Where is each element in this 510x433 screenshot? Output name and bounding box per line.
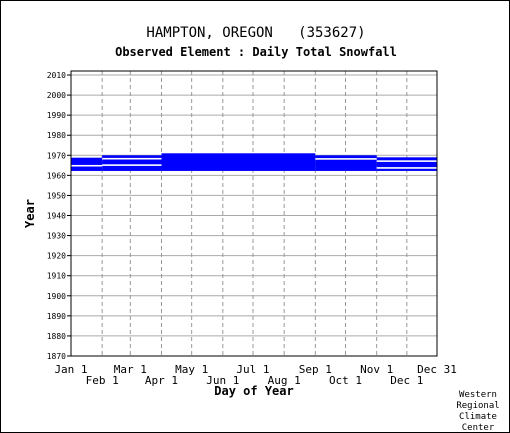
y-tick-label: 1960 <box>47 171 66 180</box>
x-tick-label: Aug 1 <box>268 374 301 387</box>
data-gap <box>102 164 162 166</box>
y-tick-label: 1970 <box>47 151 66 160</box>
y-tick-label: 1980 <box>47 131 66 140</box>
data-gap <box>376 167 437 169</box>
chart-subtitle: Observed Element : Daily Total Snowfall <box>115 45 397 59</box>
credit-line: Western <box>459 390 497 400</box>
credit-line: Climate <box>459 412 497 422</box>
y-tick-label: 1950 <box>47 191 66 200</box>
data-band <box>71 157 103 171</box>
data-gap <box>376 160 437 162</box>
y-axis-label: Year <box>23 199 37 228</box>
data-band <box>315 155 377 171</box>
x-tick-label: Nov 1 <box>360 363 393 376</box>
y-tick-label: 1990 <box>47 111 66 120</box>
x-tick-label: Feb 1 <box>86 374 119 387</box>
data-gap <box>71 164 103 167</box>
data-band <box>161 153 316 171</box>
x-tick-label: May 1 <box>175 363 208 376</box>
x-tick-label: Mar 1 <box>114 363 147 376</box>
plot-frame <box>70 70 438 357</box>
x-tick-label: Jun 1 <box>206 374 239 387</box>
x-tick-label: Jul 1 <box>236 363 269 376</box>
credit-line: Regional <box>456 401 500 411</box>
data-gap <box>315 158 377 160</box>
y-tick-label: 1930 <box>47 232 66 241</box>
data-band <box>376 157 437 171</box>
x-tick-label: Jan 1 <box>54 363 87 376</box>
data-band <box>102 155 162 171</box>
y-tick-label: 1940 <box>47 212 66 221</box>
x-tick-label: Sep 1 <box>299 363 332 376</box>
x-tick-label: Apr 1 <box>145 374 178 387</box>
wrcc-credit: Western Regional Climate Center <box>453 390 503 433</box>
x-axis-label: Day of Year <box>214 384 293 398</box>
y-tick-label: 2000 <box>47 91 66 100</box>
credit-line: Center <box>461 423 495 433</box>
x-tick-label: Oct 1 <box>329 374 362 387</box>
chart-title: HAMPTON, OREGON (353627) <box>146 25 366 41</box>
y-tick-label: 1890 <box>47 312 66 321</box>
y-tick-label: 1910 <box>47 272 66 281</box>
x-tick-label: Dec 1 <box>390 374 423 387</box>
x-tick-label: Dec 31 <box>417 363 457 376</box>
y-tick-label: 1920 <box>47 252 66 261</box>
y-tick-label: 1870 <box>47 352 66 361</box>
y-tick-label: 2010 <box>47 71 66 80</box>
data-gap <box>102 157 162 160</box>
y-tick-label: 1880 <box>47 332 66 341</box>
y-tick-label: 1900 <box>47 292 66 301</box>
